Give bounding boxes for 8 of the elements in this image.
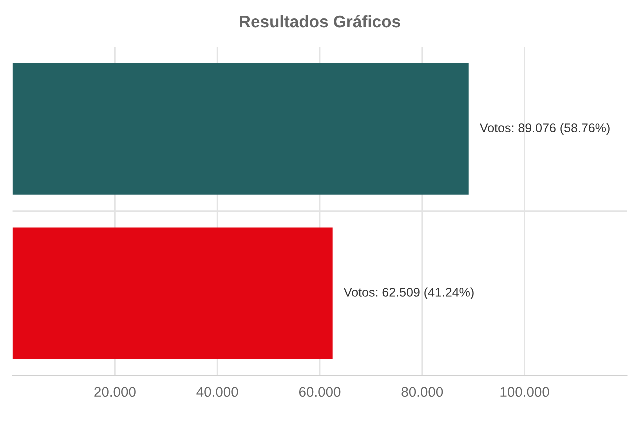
x-tick-label: 40.000 bbox=[196, 387, 238, 398]
x-tick-label: 100.000 bbox=[500, 387, 550, 398]
x-tick-label: 80.000 bbox=[402, 387, 444, 398]
data-label: Votos: 62.509 (41.24%) bbox=[344, 288, 474, 300]
x-tick-label: 60.000 bbox=[299, 387, 341, 398]
x-tick-label: 20.000 bbox=[94, 387, 136, 398]
chart-title: Resultados Gráficos bbox=[240, 15, 400, 28]
data-label: Votos: 89.076 (58.76%) bbox=[480, 123, 610, 135]
